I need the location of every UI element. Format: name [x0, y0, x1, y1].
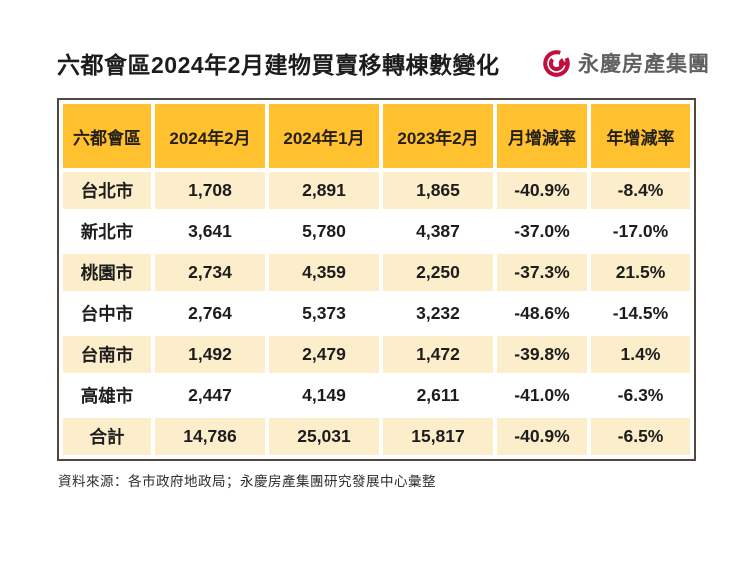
cell-jan2024: 25,031 — [269, 418, 379, 455]
yungching-logo-icon — [542, 49, 571, 78]
cell-feb2023: 4,387 — [383, 213, 493, 250]
column-header-feb2024: 2024年2月 — [155, 104, 265, 168]
column-header-yoy-rate: 年增減率 — [591, 104, 690, 168]
cell-jan2024: 5,373 — [269, 295, 379, 332]
column-header-region: 六都會區 — [63, 104, 151, 168]
cell-feb2023: 2,250 — [383, 254, 493, 291]
cell-jan2024: 2,891 — [269, 172, 379, 209]
cell-yoy-rate: -6.5% — [591, 418, 690, 455]
cell-mom-rate: -37.0% — [497, 213, 587, 250]
transactions-table: 六都會區 2024年2月 2024年1月 2023年2月 月增減率 年增減率 台… — [57, 98, 696, 461]
cell-mom-rate: -41.0% — [497, 377, 587, 414]
cell-feb2024: 2,447 — [155, 377, 265, 414]
table-row-taoyuan: 桃園市 2,734 4,359 2,250 -37.3% 21.5% — [63, 254, 690, 291]
cell-feb2023: 2,611 — [383, 377, 493, 414]
table-row-taichung: 台中市 2,764 5,373 3,232 -48.6% -14.5% — [63, 295, 690, 332]
cell-yoy-rate: -14.5% — [591, 295, 690, 332]
cell-region: 桃園市 — [63, 254, 151, 291]
cell-feb2024: 1,492 — [155, 336, 265, 373]
cell-feb2023: 1,865 — [383, 172, 493, 209]
cell-region: 合計 — [63, 418, 151, 455]
table-row-newtaipei: 新北市 3,641 5,780 4,387 -37.0% -17.0% — [63, 213, 690, 250]
cell-mom-rate: -37.3% — [497, 254, 587, 291]
cell-feb2024: 1,708 — [155, 172, 265, 209]
cell-region: 台中市 — [63, 295, 151, 332]
cell-mom-rate: -40.9% — [497, 172, 587, 209]
cell-yoy-rate: 21.5% — [591, 254, 690, 291]
cell-yoy-rate: -6.3% — [591, 377, 690, 414]
cell-feb2024: 14,786 — [155, 418, 265, 455]
source-note: 資料來源：各市政府地政局；永慶房產集團研究發展中心彙整 — [58, 474, 436, 489]
cell-jan2024: 4,359 — [269, 254, 379, 291]
cell-jan2024: 5,780 — [269, 213, 379, 250]
column-header-feb2023: 2023年2月 — [383, 104, 493, 168]
cell-jan2024: 2,479 — [269, 336, 379, 373]
table-header-row: 六都會區 2024年2月 2024年1月 2023年2月 月增減率 年增減率 — [63, 104, 690, 168]
cell-feb2023: 1,472 — [383, 336, 493, 373]
cell-mom-rate: -40.9% — [497, 418, 587, 455]
cell-mom-rate: -39.8% — [497, 336, 587, 373]
cell-region: 新北市 — [63, 213, 151, 250]
cell-feb2023: 3,232 — [383, 295, 493, 332]
cell-region: 台北市 — [63, 172, 151, 209]
cell-feb2024: 2,764 — [155, 295, 265, 332]
table-row-kaohsiung: 高雄市 2,447 4,149 2,611 -41.0% -6.3% — [63, 377, 690, 414]
cell-yoy-rate: -8.4% — [591, 172, 690, 209]
cell-region: 台南市 — [63, 336, 151, 373]
column-header-mom-rate: 月增減率 — [497, 104, 587, 168]
cell-feb2024: 3,641 — [155, 213, 265, 250]
brand-logo: 永慶房產集團 — [542, 48, 710, 78]
cell-yoy-rate: -17.0% — [591, 213, 690, 250]
cell-region: 高雄市 — [63, 377, 151, 414]
table-row-total: 合計 14,786 25,031 15,817 -40.9% -6.5% — [63, 418, 690, 455]
brand-logo-text: 永慶房產集團 — [578, 53, 710, 76]
cell-feb2024: 2,734 — [155, 254, 265, 291]
table-row-tainan: 台南市 1,492 2,479 1,472 -39.8% 1.4% — [63, 336, 690, 373]
page-title: 六都會區2024年2月建物買賣移轉棟數變化 — [57, 52, 500, 78]
top-bar: 六都會區2024年2月建物買賣移轉棟數變化 永慶房產集團 — [0, 0, 750, 80]
cell-jan2024: 4,149 — [269, 377, 379, 414]
cell-mom-rate: -48.6% — [497, 295, 587, 332]
table-row-taipei: 台北市 1,708 2,891 1,865 -40.9% -8.4% — [63, 172, 690, 209]
cell-yoy-rate: 1.4% — [591, 336, 690, 373]
column-header-jan2024: 2024年1月 — [269, 104, 379, 168]
cell-feb2023: 15,817 — [383, 418, 493, 455]
